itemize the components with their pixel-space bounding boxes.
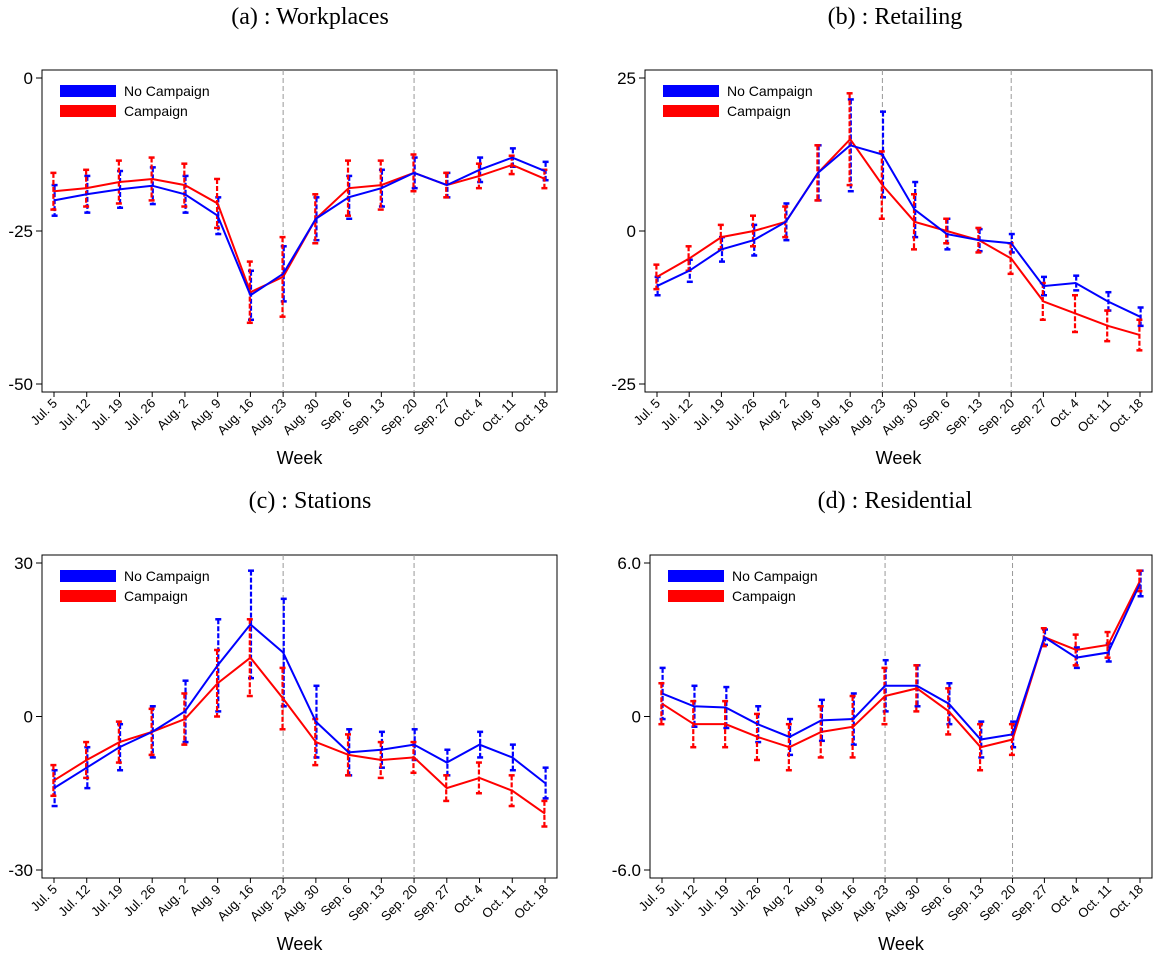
x-tick-label: Aug. 2 (154, 882, 191, 919)
y-tick-label: 0 (627, 222, 636, 241)
legend-label: No Campaign (124, 568, 210, 584)
legend-label: Campaign (124, 103, 188, 119)
y-tick-label: -25 (8, 222, 33, 241)
x-tick-label: Oct. 11 (479, 882, 519, 922)
y-tick-label: 25 (617, 69, 636, 88)
x-tick-label: Sep. 27 (1007, 396, 1049, 438)
legend-label: Campaign (732, 588, 796, 604)
legend-label: No Campaign (732, 568, 818, 584)
x-tick-label: Sep. 27 (1008, 882, 1050, 924)
x-tick-label: Aug. 2 (755, 396, 792, 433)
legend-swatch (663, 85, 719, 97)
x-tick-label: Jul. 12 (55, 396, 93, 434)
plot-frame (644, 69, 1153, 393)
series-line-campaign (661, 580, 1141, 749)
x-tick-label: Aug. 30 (881, 882, 923, 924)
panel-a-title: (a) : Workplaces (231, 4, 389, 30)
y-tick-label: 0 (24, 69, 33, 88)
y-tick-label: 0 (632, 708, 641, 727)
legend-label: Campaign (124, 588, 188, 604)
series-line-campaign (53, 656, 546, 815)
series-line-no-campaign (53, 156, 546, 297)
panel-b-title: (b) : Retailing (827, 4, 963, 30)
series-line-no-campaign (53, 622, 546, 789)
x-tick-label: Jul. 12 (55, 882, 93, 920)
legend-label: No Campaign (727, 83, 813, 99)
x-tick-label: Aug. 2 (154, 396, 191, 433)
y-tick-label: 30 (14, 554, 33, 573)
panel-d-title: (d) : Residential (817, 488, 973, 514)
x-tick-label: Jul. 19 (690, 396, 728, 434)
x-tick-label: Aug. 30 (280, 882, 322, 924)
plot-frame (41, 554, 558, 879)
x-tick-label: Jul. 19 (88, 882, 126, 920)
plot-frame (41, 69, 558, 393)
legend-swatch (663, 105, 719, 117)
legend-swatch (60, 590, 116, 602)
x-tick-label: Aug. 2 (758, 882, 795, 919)
legend-label: Campaign (727, 103, 791, 119)
y-tick-label: -50 (8, 375, 33, 394)
legend-swatch (668, 570, 724, 582)
x-tick-label: Jul. 26 (722, 396, 760, 434)
legend-swatch (668, 590, 724, 602)
x-axis-label: Week (277, 934, 324, 953)
legend-swatch (60, 85, 116, 97)
series-line-no-campaign (656, 144, 1141, 318)
y-tick-label: -25 (611, 375, 636, 394)
legend-swatch (60, 105, 116, 117)
x-tick-label: Jul. 26 (726, 882, 764, 920)
x-tick-label: Oct. 18 (511, 396, 551, 436)
series-line-no-campaign (661, 583, 1141, 741)
series-line-campaign (53, 163, 546, 294)
legend-swatch (60, 570, 116, 582)
x-tick-label: Oct. 11 (1074, 396, 1114, 436)
x-tick-label: Sep. 27 (411, 396, 453, 438)
x-tick-label: Oct. 18 (1106, 882, 1146, 922)
x-axis-label: Week (878, 934, 925, 953)
x-tick-label: Aug. 30 (280, 396, 322, 438)
x-tick-label: Jul. 19 (694, 882, 732, 920)
y-tick-label: 0 (24, 708, 33, 727)
x-axis-label: Week (876, 448, 923, 468)
y-tick-label: -6.0 (612, 861, 641, 880)
x-tick-label: Oct. 18 (1106, 396, 1146, 436)
x-tick-label: Sep. 27 (411, 882, 453, 924)
series-line-campaign (656, 137, 1141, 337)
x-tick-label: Oct. 11 (1075, 882, 1115, 922)
y-tick-label: 6.0 (617, 554, 641, 573)
x-tick-label: Jul. 26 (121, 396, 159, 434)
x-tick-label: Jul. 12 (662, 882, 700, 920)
legend-label: No Campaign (124, 83, 210, 99)
x-tick-label: Jul. 12 (658, 396, 696, 434)
x-tick-label: Jul. 26 (121, 882, 159, 920)
x-axis-label: Week (277, 448, 324, 468)
x-tick-label: Oct. 11 (479, 396, 519, 436)
y-tick-label: -30 (8, 861, 33, 880)
x-tick-label: Jul. 19 (88, 396, 126, 434)
x-tick-label: Aug. 30 (878, 396, 920, 438)
x-tick-label: Oct. 18 (511, 882, 551, 922)
panel-c-title: (c) : Stations (248, 488, 372, 514)
